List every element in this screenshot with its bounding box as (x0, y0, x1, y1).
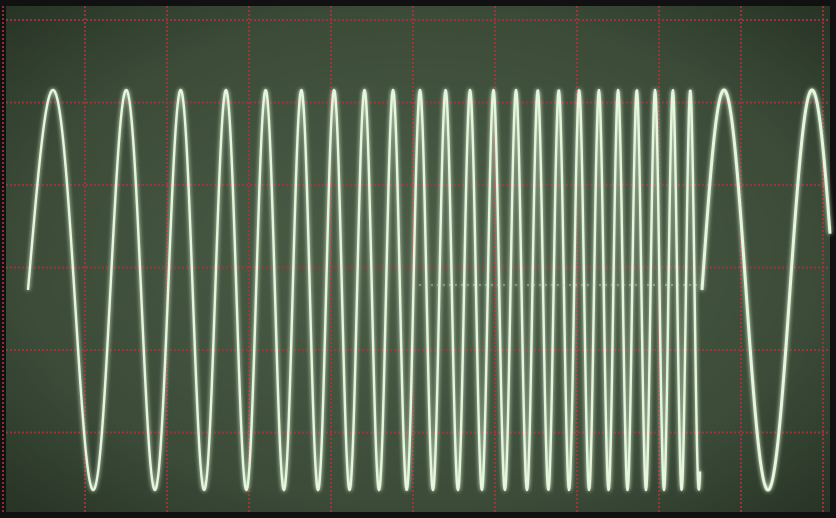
trace-dot (605, 284, 607, 286)
trace-dot (587, 284, 589, 286)
trace-dot (677, 284, 679, 286)
trace-dot (593, 284, 595, 286)
oscilloscope-screen (0, 0, 836, 518)
trace-dot (539, 284, 541, 286)
trace-dot (449, 284, 451, 286)
trace-dot (521, 284, 523, 286)
trace-dot (419, 284, 421, 286)
trace-dot (695, 284, 697, 286)
trace-dot (617, 284, 619, 286)
trace-dot (629, 284, 631, 286)
trace-dot (479, 284, 481, 286)
trace-dot (527, 284, 529, 286)
trace-dot (437, 284, 439, 286)
trace-dot (473, 284, 475, 286)
trace-dot (545, 284, 547, 286)
trace-dot (623, 284, 625, 286)
trace-dot (485, 284, 487, 286)
trace-dot (503, 284, 505, 286)
trace-dot (515, 284, 517, 286)
trace-dot (551, 284, 553, 286)
trace-dot (683, 284, 685, 286)
trace-dot (425, 284, 427, 286)
trace-dot (431, 284, 433, 286)
trace-dot (641, 284, 643, 286)
trace-dot (491, 284, 493, 286)
trace-dot (497, 284, 499, 286)
trace-dot (665, 284, 667, 286)
trace-dot (689, 284, 691, 286)
trace-dot (569, 284, 571, 286)
trace-dot (611, 284, 613, 286)
trace-dot (575, 284, 577, 286)
trace-dot (671, 284, 673, 286)
trace-dot (599, 284, 601, 286)
trace-dot (647, 284, 649, 286)
trace-dot (509, 284, 511, 286)
trace-dot (653, 284, 655, 286)
trace-dot (635, 284, 637, 286)
page: (() => { const NS = 'http://www.w3.org/2… (0, 0, 836, 518)
trace-dot (659, 284, 661, 286)
trace-dot (581, 284, 583, 286)
trace-dot (443, 284, 445, 286)
trace-dot (461, 284, 463, 286)
trace-dot (557, 284, 559, 286)
trace-dot (467, 284, 469, 286)
screen-background (6, 6, 830, 512)
trace-dot (455, 284, 457, 286)
trace-dot (563, 284, 565, 286)
trace-dot (533, 284, 535, 286)
